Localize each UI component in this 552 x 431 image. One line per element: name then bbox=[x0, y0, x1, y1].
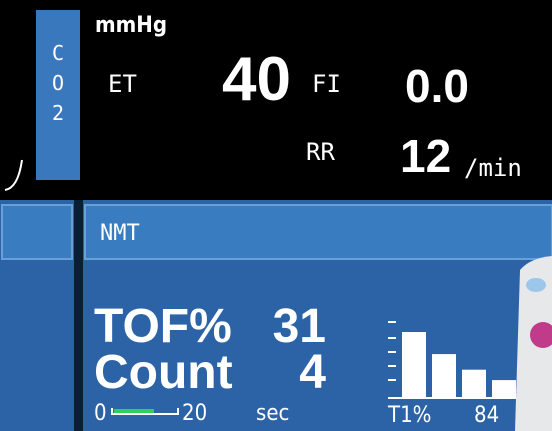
fi-value: 0.0 bbox=[405, 60, 469, 112]
timer-unit: sec bbox=[256, 401, 289, 426]
nmt-title: NMT bbox=[100, 221, 140, 246]
left-tab bbox=[2, 205, 72, 259]
timer-progress bbox=[114, 409, 154, 413]
monitor-screen: C O 2 mmHg ET 40 FI 0.0 RR 12 /min NMT T… bbox=[0, 0, 552, 431]
co2-letter: 2 bbox=[52, 101, 64, 125]
timer-start: 0 bbox=[94, 401, 107, 426]
twitch-bar bbox=[462, 370, 486, 397]
et-value: 40 bbox=[222, 45, 291, 114]
t1-label: T1% bbox=[387, 403, 431, 428]
co2-letter: C bbox=[52, 41, 64, 65]
et-label: ET bbox=[108, 70, 137, 98]
device-light bbox=[526, 278, 546, 292]
twitch-bar bbox=[432, 354, 456, 397]
rr-label: RR bbox=[306, 138, 335, 166]
twitch-bar bbox=[402, 332, 426, 397]
divider bbox=[74, 200, 83, 431]
device-overlay bbox=[515, 256, 552, 431]
count-value: 4 bbox=[299, 346, 326, 399]
timer-end: 20 bbox=[182, 401, 207, 426]
count-label: Count bbox=[94, 346, 233, 399]
nmt-header bbox=[85, 205, 552, 259]
rr-unit: /min bbox=[464, 154, 522, 182]
co2-tab bbox=[36, 10, 80, 180]
unit-label: mmHg bbox=[95, 13, 167, 38]
t1-value: 84 bbox=[474, 403, 499, 428]
twitch-bar bbox=[492, 380, 516, 397]
rr-value: 12 bbox=[400, 130, 451, 182]
co2-letter: O bbox=[52, 71, 64, 95]
fi-label: FI bbox=[312, 70, 341, 98]
